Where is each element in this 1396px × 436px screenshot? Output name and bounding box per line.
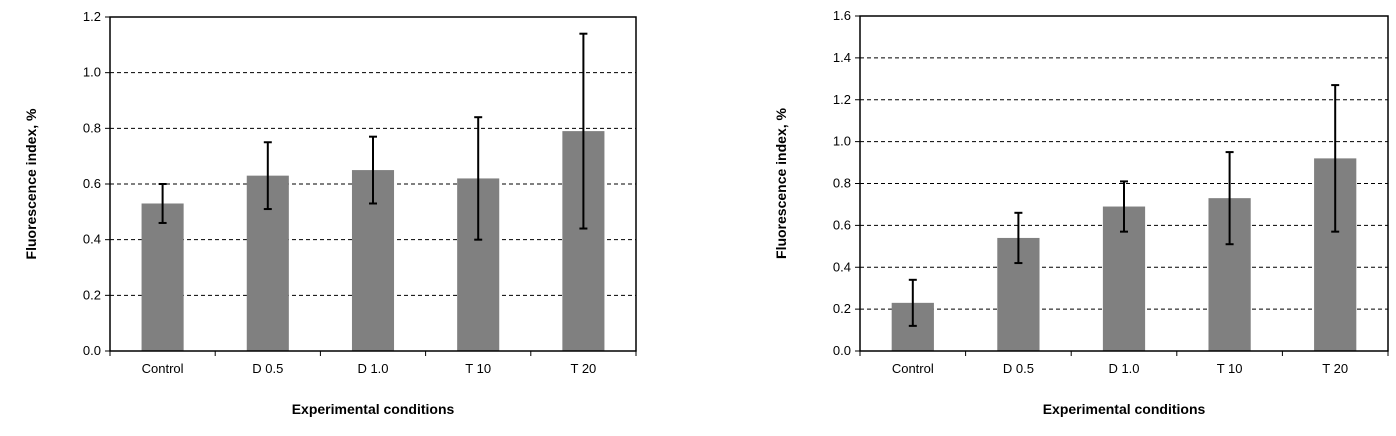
y-tick-label: 0.6 xyxy=(83,176,101,191)
x-tick-label: D 1.0 xyxy=(1108,361,1139,376)
y-tick-label: 1.6 xyxy=(833,8,851,23)
y-tick-label: 1.2 xyxy=(83,9,101,24)
y-tick-label: 1.0 xyxy=(833,134,851,149)
y-axis-title: Fluorescence index, % xyxy=(773,107,789,258)
x-tick-label: T 10 xyxy=(465,361,491,376)
x-tick-label: Control xyxy=(142,361,184,376)
left-chart: 0.0 0.2 0.4 0.6 0.8 1.0 1.2 Control D 0.5 D 1.0 T … xyxy=(0,0,698,431)
y-tick-label: 0.4 xyxy=(833,259,851,274)
x-tick-label: D 0.5 xyxy=(1003,361,1034,376)
y-tick-label: 1.2 xyxy=(833,92,851,107)
x-tick-label: T 20 xyxy=(571,361,597,376)
x-tick-label: T 20 xyxy=(1322,361,1348,376)
y-tick-label: 0.8 xyxy=(833,176,851,191)
y-tick-label: 0.8 xyxy=(83,120,101,135)
x-tick-label: D 0.5 xyxy=(252,361,283,376)
y-tick-label: 1.4 xyxy=(833,50,851,65)
left-chart-svg: 0.0 0.2 0.4 0.6 0.8 1.0 1.2 Control D 0.5 D 1.0 T … xyxy=(23,9,637,417)
y-tick-label: 0.4 xyxy=(83,232,101,247)
right-chart: 0.0 0.2 0.4 0.6 0.8 1.0 1.2 1.4 1.6 Control D 0.5 D… xyxy=(698,0,1396,431)
x-axis-title: Experimental conditions xyxy=(1043,401,1206,417)
bar xyxy=(141,203,184,351)
plot-frame xyxy=(109,16,637,352)
plot-frame xyxy=(859,15,1389,352)
y-tick-label: 1.0 xyxy=(83,65,101,80)
x-tick-label: Control xyxy=(892,361,934,376)
x-tick-label: T 10 xyxy=(1217,361,1243,376)
y-axis-title: Fluorescence index, % xyxy=(23,108,39,259)
x-tick-label: D 1.0 xyxy=(357,361,388,376)
x-axis-title: Experimental conditions xyxy=(292,401,455,417)
y-tick-label: 0.6 xyxy=(833,217,851,232)
y-tick-label: 0.2 xyxy=(833,301,851,316)
y-tick-label: 0.0 xyxy=(833,343,851,358)
y-tick-label: 0.0 xyxy=(83,343,101,358)
right-chart-svg: 0.0 0.2 0.4 0.6 0.8 1.0 1.2 1.4 1.6 Control D 0.5 D… xyxy=(773,8,1389,417)
y-tick-label: 0.2 xyxy=(83,287,101,302)
